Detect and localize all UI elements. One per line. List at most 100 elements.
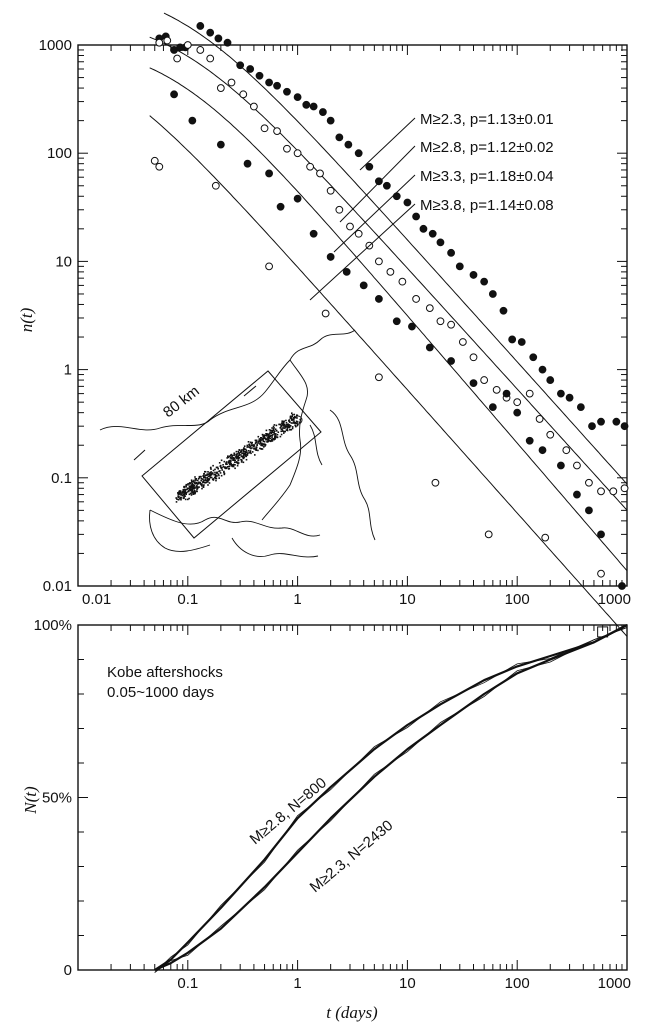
inset-quake-dot	[246, 446, 248, 448]
inset-quake-dot	[234, 461, 236, 463]
inset-quake-dot	[272, 425, 275, 428]
inset-quake-dot	[189, 489, 192, 492]
inset-quake-dot	[224, 467, 227, 469]
inset-quake-dot	[206, 479, 208, 482]
inset-quake-dot	[185, 483, 188, 486]
inset-quake-dot	[279, 423, 281, 426]
cumulative-curve	[154, 624, 628, 972]
inset-quake-dot	[177, 495, 179, 497]
inset-quake-dot	[245, 453, 247, 456]
inset-quake-dot	[290, 428, 293, 431]
inset-quake-dot	[184, 491, 187, 494]
inset-quake-dot	[274, 428, 277, 430]
inset-quake-dot	[183, 486, 185, 488]
inset-quake-dot	[236, 456, 238, 459]
inset-quake-dot	[204, 474, 207, 476]
inset-quake-dot	[282, 422, 284, 424]
data-point-filled	[565, 393, 574, 402]
data-point-filled	[428, 229, 437, 238]
data-point-filled	[392, 317, 401, 326]
curve-label-m28: M≥2.8, N=800	[247, 774, 330, 848]
inset-quake-dot	[179, 497, 182, 499]
inset-quake-dot	[215, 479, 217, 482]
inset-quake-dot	[263, 436, 265, 438]
fit-curve	[149, 36, 628, 511]
inset-quake-dot	[276, 436, 279, 438]
inset-quake-dot	[280, 433, 283, 436]
inset-quake-dot	[185, 484, 187, 487]
inset-quake-dot	[192, 491, 195, 493]
inset-quake-dot	[215, 475, 217, 477]
inset-quake-dot	[212, 472, 214, 475]
inset-quake-dot	[294, 416, 297, 419]
inset-quake-dot	[201, 478, 204, 480]
inset-quake-dot	[235, 461, 238, 463]
inset-quake-dot	[263, 440, 266, 443]
inset-quake-dot	[204, 482, 207, 484]
data-point-filled	[517, 338, 526, 346]
annotation-leader	[333, 174, 416, 253]
inset-quake-dot	[212, 464, 214, 467]
aftershock-cluster	[175, 412, 301, 503]
inset-quake-dot	[281, 425, 283, 427]
inset-quake-dot	[240, 455, 243, 458]
inset-quake-dot	[245, 448, 247, 451]
inset-quake-dot	[263, 434, 265, 436]
inset-quake-dot	[240, 461, 243, 463]
data-point-filled	[276, 202, 285, 211]
inset-quake-dot	[272, 429, 274, 431]
inset-quake-dot	[192, 493, 195, 495]
inset-quake-dot	[188, 493, 191, 496]
inset-quake-dot	[184, 493, 186, 495]
inset-quake-dot	[194, 482, 196, 485]
inset-quake-dot	[175, 501, 178, 503]
inset-quake-dot	[199, 481, 202, 484]
inset-quake-dot	[249, 450, 252, 452]
inset-quake-dot	[283, 430, 285, 433]
data-point-filled	[499, 306, 508, 315]
data-point-open	[273, 127, 281, 136]
inset-quake-dot	[209, 475, 211, 477]
data-point-open	[398, 277, 407, 286]
inset-quake-dot	[178, 490, 181, 492]
data-point-filled	[436, 238, 445, 247]
inset-quake-dot	[253, 444, 256, 446]
inset-quake-dot	[210, 468, 212, 470]
inset-quake-dot	[249, 441, 252, 444]
inset-quake-dot	[287, 423, 289, 425]
inset-quake-dot	[187, 490, 189, 493]
inset-quake-dot	[191, 489, 194, 491]
inset-quake-dot	[206, 478, 209, 480]
data-point-filled	[573, 490, 581, 499]
inset-quake-dot	[204, 471, 207, 473]
inset-quake-dot	[232, 457, 235, 460]
inset-quake-dot	[180, 492, 182, 494]
inset-quake-dot	[200, 478, 203, 480]
inset-quake-dot	[245, 455, 248, 458]
inset-quake-dot	[223, 466, 226, 468]
inset-quake-dot	[227, 455, 229, 457]
inset-quake-dot	[266, 440, 269, 442]
inset-quake-dot	[274, 438, 276, 440]
data-point-filled	[243, 159, 252, 168]
inset-quake-dot	[264, 437, 267, 440]
inset-quake-dot	[243, 447, 245, 449]
annotation-label: M≥2.3, p=1.13±0.01	[420, 111, 554, 128]
bottom-x-tick-label: 1	[293, 975, 301, 992]
data-point-open	[316, 169, 324, 178]
inset-quake-dot	[261, 438, 264, 440]
data-point-open	[163, 36, 172, 45]
data-point-filled	[170, 90, 178, 99]
inset-quake-dot	[264, 434, 267, 437]
inset-quake-dot	[288, 420, 290, 422]
inset-quake-dot	[293, 413, 295, 416]
data-point-filled	[216, 140, 225, 149]
inset-quake-dot	[232, 464, 234, 466]
top-y-tick-label: 10	[55, 253, 72, 270]
inset-quake-dot	[259, 443, 261, 445]
data-point-open	[458, 338, 467, 346]
inset-quake-dot	[243, 454, 246, 456]
inset-quake-dot	[191, 482, 193, 485]
data-point-open	[265, 262, 273, 271]
inset-quake-dot	[207, 479, 210, 482]
